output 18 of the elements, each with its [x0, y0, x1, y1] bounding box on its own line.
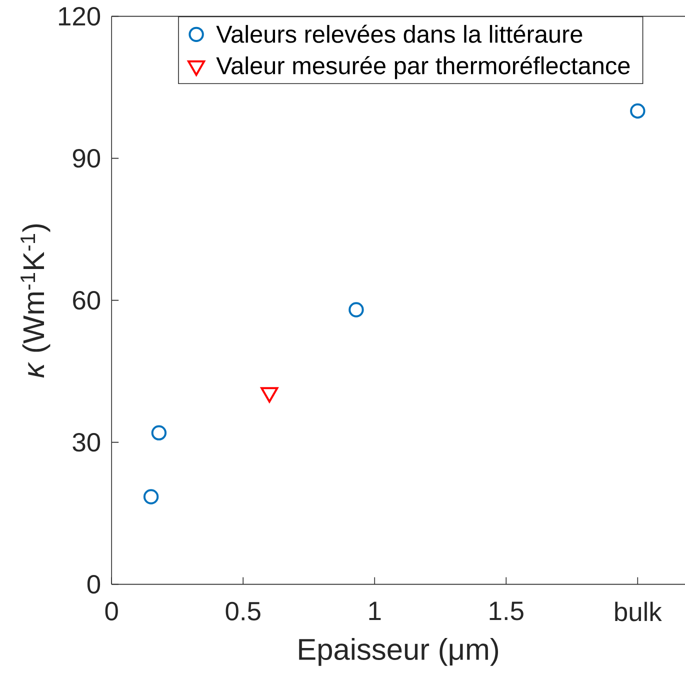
- y-axis-title: κ (Wm$^{-1}$K$^{-1}$): [20, 224, 50, 378]
- point: [630, 103, 646, 119]
- y-tick-label: 0: [87, 574, 100, 594]
- point: [143, 489, 159, 504]
- y-tick-label: 60: [73, 290, 100, 310]
- x-tick-label: 1.5: [490, 602, 524, 620]
- x-tick-label: bulk: [615, 602, 662, 622]
- point: [348, 302, 364, 318]
- legend-label: Valeur mesurée par thermoréflectance: [216, 56, 630, 80]
- point: [151, 425, 167, 440]
- x-tick-label: 1: [369, 602, 381, 620]
- y-tick-label: 90: [72, 148, 100, 168]
- y-tick-label: 30: [72, 432, 100, 452]
- x-tick-label: 0.5: [226, 602, 260, 621]
- legend-label: Valeurs relevées dans la littéraure: [216, 24, 582, 43]
- y-tick-label: 120: [59, 6, 100, 26]
- x-axis-title: Epaisseur (μm): [299, 638, 498, 666]
- x-tick-label: 0: [105, 602, 118, 621]
